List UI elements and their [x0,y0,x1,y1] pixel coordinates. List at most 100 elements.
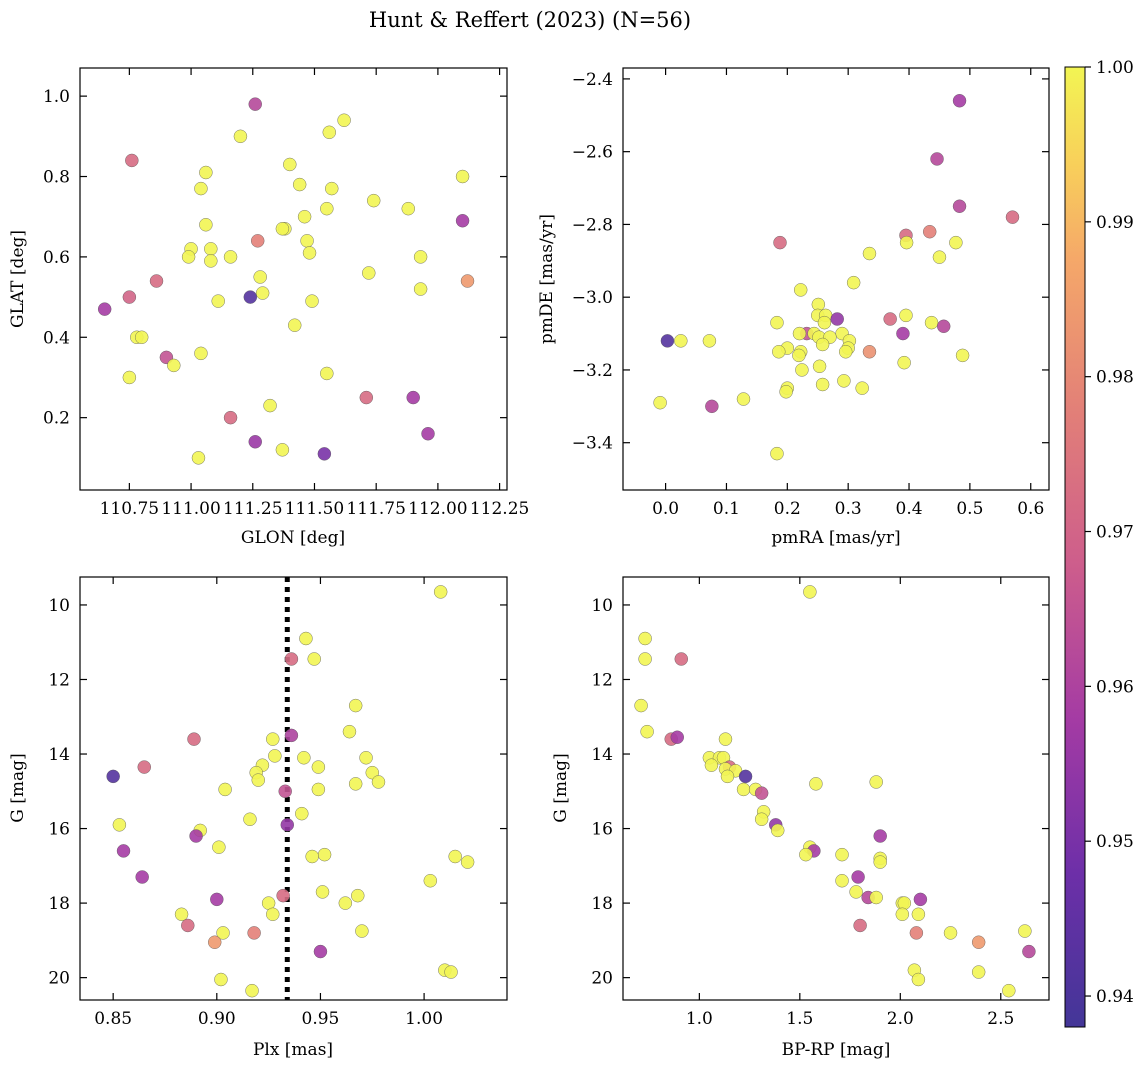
data-point [674,652,688,666]
data-point [337,113,351,127]
scatter-points [653,94,1020,461]
x-tick-label: 1.00 [405,1009,443,1029]
x-tick-label: 2.0 [887,1009,914,1029]
data-point [299,631,313,646]
data-point [634,698,648,713]
data-point [174,907,189,921]
data-point [674,334,688,348]
data-point [315,885,330,899]
data-point [204,254,218,268]
data-point [754,812,769,826]
y-tick-label: 18 [591,894,613,914]
data-point [660,334,675,348]
data-point [899,235,914,250]
data-point [862,246,877,261]
y-tick-label: −3.2 [572,361,613,381]
panel-bprp-g: 1.0 1.5 2.0 2.5 10 12 14 16 18 20 BP-RP [mag] G [… [551,576,1050,1060]
data-point [135,330,149,344]
data-point [311,760,326,774]
data-point [278,784,292,798]
data-point [253,270,267,284]
data-point [187,732,201,746]
x-tick-label: 1.5 [786,1009,813,1029]
data-point [839,345,853,359]
data-point [897,355,911,370]
x-tick-label: 111.00 [161,499,220,519]
data-point [367,193,381,208]
data-point [137,760,151,774]
data-point [1002,983,1016,998]
data-point [911,907,926,921]
data-point [317,447,332,461]
data-point [191,451,206,465]
colorbar-tick-label: 0.98 [1096,368,1134,388]
data-point [275,222,290,236]
data-point [243,290,258,304]
data-point [348,698,363,713]
x-tick-label: 112.00 [408,499,467,519]
data-point [1018,924,1032,938]
data-point [251,234,265,248]
x-tick-label: 111.25 [223,499,282,519]
data-point [194,181,208,196]
data-point [460,855,475,869]
data-point [895,907,910,921]
data-point [181,918,195,933]
data-point [873,855,887,869]
data-point [167,358,181,373]
data-point [245,983,259,998]
y-tick-label: 14 [48,745,70,765]
y-tick-label: 12 [48,670,70,690]
data-point [754,786,769,800]
data-point [736,392,751,406]
y-tick-label: 16 [48,820,70,840]
data-point [794,283,808,297]
colorbar-gradient [1064,66,1086,1028]
x-tick-label: 0.3 [835,499,862,519]
data-point [216,926,230,940]
data-point [211,294,225,308]
colorbar-tick-label: 0.94 [1096,987,1134,1007]
colorbar-tick-label: 1.00 [1096,58,1134,78]
data-point [311,782,326,797]
data-point [849,885,863,899]
y-tick-label: 10 [48,596,70,616]
x-tick-label: 0.85 [94,1009,132,1029]
figure-title: Hunt & Reffert (2023) (N=56) [369,8,691,32]
scatter-points [106,585,475,998]
x-tick-label: 0.1 [713,499,740,519]
scatter-points [97,97,475,465]
data-point [359,751,373,765]
y-tick-label: 0.4 [43,328,70,348]
y-tick-label: −2.6 [572,143,613,163]
data-point [830,312,844,326]
data-point [923,225,937,239]
x-tick-label: 0.95 [302,1009,340,1029]
panel-glon-glat: 110.75 111.00 111.25 111.50 111.75 112.00 112.… [8,67,529,548]
data-point [640,724,654,739]
data-point [263,398,277,413]
y-tick-label: 20 [48,969,70,989]
data-point [106,769,120,784]
data-point [455,214,470,228]
y-axis-label: pmDE [mas/yr] [537,214,557,344]
data-point [280,818,294,832]
data-point [897,896,912,910]
data-point [112,818,127,832]
data-point [952,94,967,108]
data-point [317,847,332,862]
data-point [223,410,238,425]
data-point [638,652,652,666]
data-point [351,888,365,903]
data-point [406,390,420,405]
data-point [770,315,784,330]
data-point [705,399,719,414]
axis-ticks: 1.0 1.5 2.0 2.5 10 12 14 16 18 20 [591,577,1049,1029]
data-point [815,377,830,392]
x-tick-label: 112.25 [470,499,529,519]
data-point [835,847,849,862]
data-point [413,250,428,264]
data-point [362,266,376,280]
data-point [809,777,823,791]
y-tick-label: 16 [591,820,613,840]
